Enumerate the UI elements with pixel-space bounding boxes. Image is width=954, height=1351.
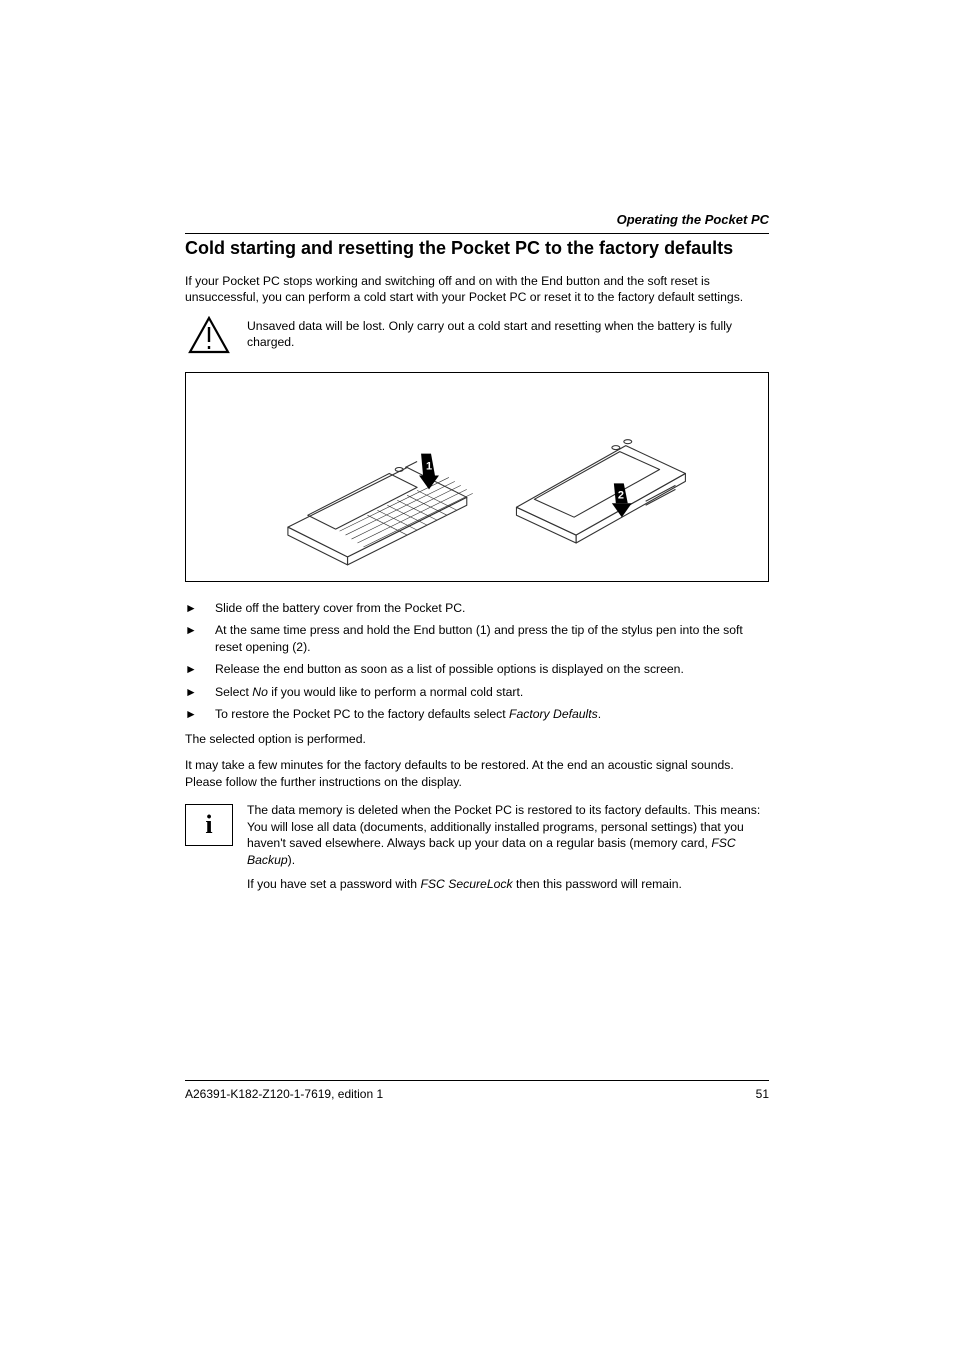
device-illustration: 1 2 (209, 388, 744, 567)
intro-paragraph: If your Pocket PC stops working and swit… (185, 273, 769, 306)
step-text: Slide off the battery cover from the Poc… (215, 600, 769, 616)
warning-text: Unsaved data will be lost. Only carry ou… (247, 316, 769, 351)
text-fragment: The data memory is deleted when the Pock… (247, 803, 760, 850)
duration-paragraph: It may take a few minutes for the factor… (185, 757, 769, 790)
list-item: ► Release the end button as soon as a li… (185, 661, 769, 677)
italic-term: Factory Defaults (509, 707, 598, 721)
step-text-select: Select No if you would like to perform a… (215, 684, 769, 700)
list-item: ► Slide off the battery cover from the P… (185, 600, 769, 616)
figure-callout-2: 2 (612, 483, 632, 517)
info-paragraph-2: If you have set a password with FSC Secu… (247, 876, 769, 892)
step-text: Release the end button as soon as a list… (215, 661, 769, 677)
info-icon: i (185, 804, 233, 846)
svg-text:2: 2 (618, 489, 624, 501)
warning-block: Unsaved data will be lost. Only carry ou… (185, 316, 769, 358)
triangle-bullet-icon: ► (185, 684, 197, 700)
italic-term: No (252, 685, 268, 699)
text-fragment: Select (215, 685, 252, 699)
list-item: ► To restore the Pocket PC to the factor… (185, 706, 769, 722)
list-item: ► At the same time press and hold the En… (185, 622, 769, 655)
page-content: Cold starting and resetting the Pocket P… (185, 200, 769, 1091)
step-text-restore: To restore the Pocket PC to the factory … (215, 706, 769, 722)
svg-text:1: 1 (426, 460, 432, 472)
footer-page-number: 51 (756, 1087, 769, 1101)
figure-box: 1 2 (185, 372, 769, 582)
text-fragment: ). (288, 853, 295, 867)
triangle-bullet-icon: ► (185, 622, 197, 638)
text-fragment: if you would like to perform a normal co… (268, 685, 523, 699)
result-paragraph: The selected option is performed. (185, 731, 769, 747)
section-title: Cold starting and resetting the Pocket P… (185, 238, 769, 259)
list-item: ► Select No if you would like to perform… (185, 684, 769, 700)
info-paragraph-1: The data memory is deleted when the Pock… (247, 802, 769, 868)
footer-rule (185, 1080, 769, 1081)
step-text: At the same time press and hold the End … (215, 622, 769, 655)
text-fragment: then this password will remain. (513, 877, 682, 891)
info-block: i The data memory is deleted when the Po… (185, 802, 769, 900)
italic-term: FSC SecureLock (420, 877, 512, 891)
text-fragment: If you have set a password with (247, 877, 420, 891)
warning-triangle-icon (185, 316, 233, 358)
triangle-bullet-icon: ► (185, 706, 197, 722)
triangle-bullet-icon: ► (185, 600, 197, 616)
footer-doc-id: A26391-K182-Z120-1-7619, edition 1 (185, 1087, 383, 1101)
step-list: ► Slide off the battery cover from the P… (185, 600, 769, 723)
text-fragment: . (598, 707, 601, 721)
text-fragment: To restore the Pocket PC to the factory … (215, 707, 509, 721)
info-text: The data memory is deleted when the Pock… (247, 802, 769, 900)
triangle-bullet-icon: ► (185, 661, 197, 677)
